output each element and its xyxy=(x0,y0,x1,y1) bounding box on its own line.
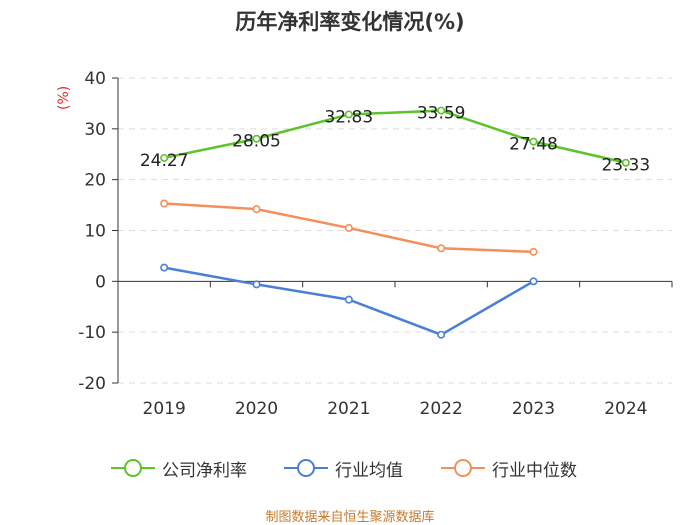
data-label: 27.48 xyxy=(509,135,558,155)
series-line-0 xyxy=(163,109,627,164)
line-chart: 40 30 20 10 0 -10 -20 2019 2020 2021 2022 2023 2024 2… xyxy=(78,69,673,419)
x-tick-label: 2024 xyxy=(604,399,647,419)
y-tick-label: -20 xyxy=(78,374,106,394)
legend: 公司净利率 行业均值 行业中位数 xyxy=(0,455,700,485)
data-point xyxy=(529,247,538,256)
x-tick-label: 2020 xyxy=(235,399,278,419)
legend-label-company: 公司净利率 xyxy=(162,460,247,481)
data-point xyxy=(437,106,446,115)
legend-item-industry-median[interactable]: 行业中位数 xyxy=(440,455,577,481)
data-point xyxy=(344,223,353,232)
data-point xyxy=(160,199,169,208)
data-label: 23.33 xyxy=(601,156,650,176)
y-tick-label: 20 xyxy=(84,171,106,191)
data-point xyxy=(621,158,630,167)
legend-marker-mean-icon xyxy=(284,459,328,477)
legend-item-industry-mean[interactable]: 行业均值 xyxy=(283,455,403,481)
data-label: 24.27 xyxy=(140,151,189,171)
data-point xyxy=(160,153,169,162)
y-tick-label: 40 xyxy=(84,69,106,89)
data-label: 28.05 xyxy=(232,132,281,152)
x-tick-label: 2022 xyxy=(420,399,463,419)
data-point xyxy=(529,277,538,286)
x-tick-label: 2021 xyxy=(327,399,370,419)
data-label: 32.83 xyxy=(324,107,373,127)
legend-label-median: 行业中位数 xyxy=(492,460,577,481)
y-tick-label: 0 xyxy=(95,272,106,292)
data-point xyxy=(344,110,353,119)
legend-item-company[interactable]: 公司净利率 xyxy=(110,455,247,481)
chart-title: 历年净利率变化情况(%) xyxy=(235,10,465,34)
legend-marker-company-icon xyxy=(111,459,155,477)
data-point xyxy=(437,244,446,253)
x-tick-label: 2023 xyxy=(512,399,555,419)
y-tick-label: 10 xyxy=(84,222,106,242)
data-point xyxy=(252,134,261,143)
x-tick-label: 2019 xyxy=(143,399,186,419)
data-point xyxy=(437,330,446,339)
data-point xyxy=(160,263,169,272)
data-point xyxy=(252,205,261,214)
legend-marker-median-icon xyxy=(441,459,485,477)
y-tick-label: 30 xyxy=(84,120,106,140)
data-point xyxy=(529,137,538,146)
y-tick-label: -10 xyxy=(78,323,106,343)
data-point xyxy=(252,280,261,289)
legend-label-mean: 行业均值 xyxy=(335,460,403,481)
data-point xyxy=(344,295,353,304)
source-note: 制图数据来自恒生聚源数据库 xyxy=(265,510,435,525)
data-label: 33.59 xyxy=(417,104,466,124)
